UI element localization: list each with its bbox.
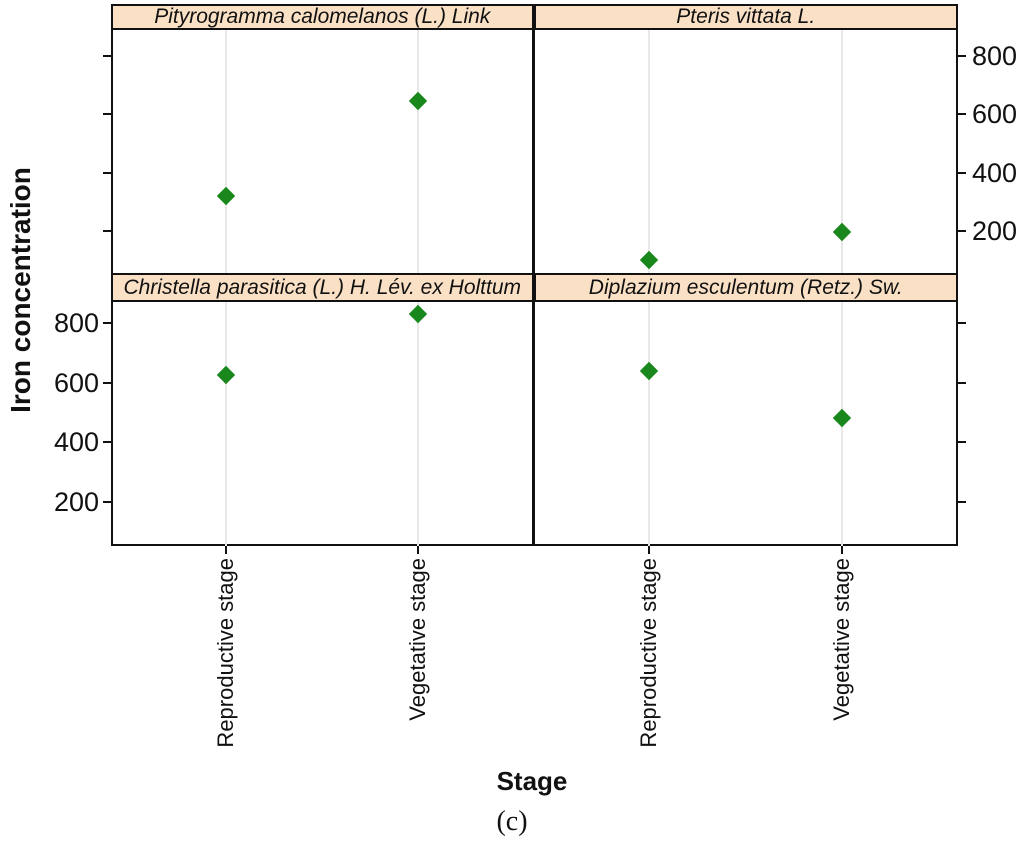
y-tick-label: 800 (972, 41, 1018, 71)
panel-strip: Christella parasitica (L.) H. Lév. ex Ho… (111, 272, 534, 302)
y-axis-tick (958, 500, 966, 503)
panel-strip-label: Diplazium esculentum (Retz.) Sw. (588, 275, 903, 299)
gridline (647, 29, 650, 273)
y-axis-tick (103, 55, 111, 57)
y-axis-tick (103, 229, 111, 232)
panel-strip-label: Pityrogramma calomelanos (L.) Link (154, 5, 491, 29)
gridline (224, 29, 227, 273)
y-axis-tick (958, 55, 966, 57)
y-tick-label: 400 (972, 157, 1018, 188)
gridline (647, 301, 650, 546)
y-tick-label: 600 (972, 99, 1018, 130)
gridline (416, 301, 419, 546)
y-tick-label: 200 (972, 215, 1018, 246)
x-axis-tick (647, 546, 650, 554)
panel-strip: Pityrogramma calomelanos (L.) Link (111, 4, 534, 30)
gridline (840, 29, 843, 273)
x-tick-label: Vegetative stage (828, 558, 854, 721)
panel-strip: Pteris vittata L. (533, 4, 958, 30)
x-axis-tick (416, 546, 419, 554)
x-tick-label: Vegetative stage (404, 558, 430, 721)
y-axis-tick (958, 171, 966, 174)
x-tick-label: Reproductive stage (635, 558, 661, 748)
y-axis-tick (958, 229, 966, 232)
y-axis-tick (958, 441, 966, 444)
y-axis-tick (103, 381, 111, 384)
y-axis-tick (103, 113, 111, 116)
gridline (416, 29, 419, 273)
gridline (224, 301, 227, 546)
panel-strip: Diplazium esculentum (Retz.) Sw. (533, 272, 958, 302)
panel-strip-label: Pteris vittata L. (676, 5, 816, 29)
y-tick-label: 400 (53, 427, 99, 458)
y-axis-tick (958, 322, 966, 325)
y-axis-tick (103, 441, 111, 444)
figure-caption: (c) (496, 806, 528, 837)
y-tick-label: 800 (53, 308, 99, 339)
y-axis-tick (958, 381, 966, 384)
x-axis-title: Stage (496, 766, 568, 796)
x-tick-label: Reproductive stage (212, 558, 238, 748)
y-tick-label: 200 (53, 486, 99, 517)
y-axis-tick (103, 500, 111, 503)
x-axis-tick (840, 546, 843, 554)
y-axis-tick (103, 171, 111, 174)
y-axis-tick (958, 113, 966, 116)
x-axis-tick (224, 546, 227, 554)
panel-strip-label: Christella parasitica (L.) H. Lév. ex Ho… (123, 275, 522, 299)
y-axis-tick (103, 322, 111, 325)
y-tick-label: 600 (53, 367, 99, 398)
